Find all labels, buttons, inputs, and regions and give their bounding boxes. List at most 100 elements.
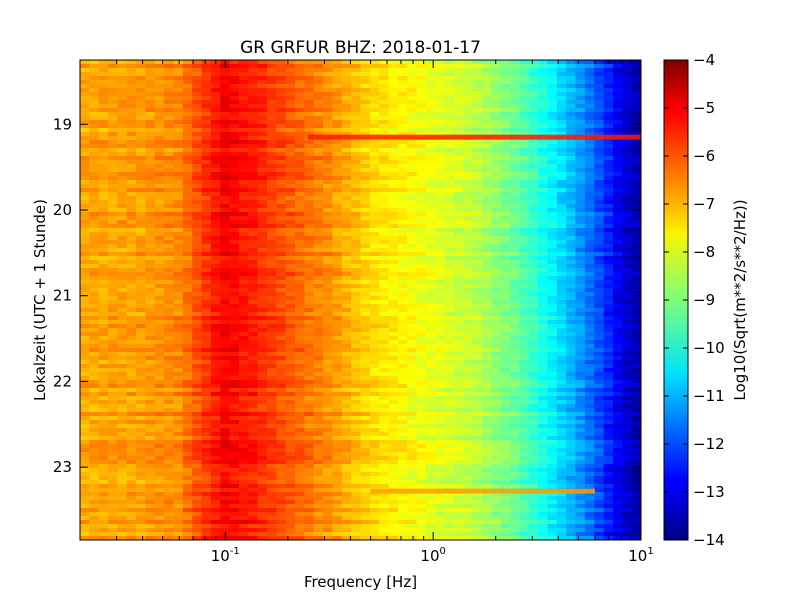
- heatmap-cell: [397, 424, 408, 429]
- heatmap-cell: [407, 516, 418, 521]
- heatmap-cell: [98, 488, 109, 493]
- heatmap-cell: [89, 280, 100, 285]
- heatmap-cell: [89, 472, 100, 477]
- heatmap-cell: [304, 368, 315, 373]
- heatmap-cell: [154, 184, 165, 189]
- heatmap-cell: [285, 220, 296, 225]
- heatmap-cell: [257, 500, 268, 505]
- heatmap-cell: [435, 80, 446, 85]
- heatmap-cell: [154, 440, 165, 445]
- heatmap-cell: [89, 340, 100, 345]
- heatmap-cell: [285, 160, 296, 165]
- heatmap-cell: [369, 176, 380, 181]
- heatmap-cell: [126, 324, 137, 329]
- heatmap-cell: [276, 168, 287, 173]
- heatmap-cell: [182, 320, 193, 325]
- heatmap-cell: [454, 132, 464, 137]
- heatmap-cell: [285, 116, 296, 121]
- heatmap-cell: [220, 88, 231, 93]
- heatmap-cell: [444, 360, 455, 365]
- heatmap-cell: [407, 524, 418, 529]
- heatmap-cell: [435, 252, 446, 257]
- heatmap-cell: [341, 212, 352, 217]
- heatmap-cell: [379, 204, 390, 209]
- heatmap-cell: [379, 472, 390, 477]
- heatmap-cell: [89, 264, 100, 269]
- heatmap-cell: [351, 208, 362, 213]
- heatmap-cell: [388, 64, 399, 69]
- heatmap-cell: [435, 148, 446, 153]
- heatmap-cell: [145, 304, 156, 309]
- heatmap-cell: [313, 104, 324, 109]
- heatmap-cell: [341, 172, 352, 177]
- heatmap-cell: [332, 64, 343, 69]
- heatmap-cell: [145, 256, 156, 261]
- heatmap-cell: [220, 152, 231, 157]
- heatmap-cell: [407, 160, 418, 165]
- heatmap-cell: [117, 484, 128, 489]
- heatmap-cell: [285, 104, 296, 109]
- heatmap-cell: [416, 420, 427, 425]
- heatmap-cell: [154, 100, 165, 105]
- heatmap-cell: [341, 452, 352, 457]
- heatmap-cell: [463, 288, 474, 293]
- heatmap-cell: [425, 348, 436, 353]
- heatmap-cell: [257, 124, 268, 129]
- heatmap-cell: [397, 464, 408, 469]
- heatmap-cell: [164, 120, 175, 125]
- heatmap-cell: [425, 204, 436, 209]
- heatmap-cell: [341, 156, 352, 161]
- heatmap-cell: [238, 260, 249, 265]
- heatmap-cell: [351, 464, 362, 469]
- heatmap-cell: [145, 168, 156, 173]
- heatmap-cell: [444, 344, 455, 349]
- heatmap-cell: [407, 240, 418, 245]
- heatmap-cell: [285, 192, 296, 197]
- heatmap-cell: [388, 420, 399, 425]
- heatmap-cell: [145, 328, 156, 333]
- heatmap-cell: [332, 132, 343, 137]
- heatmap-cell: [257, 68, 268, 73]
- heatmap-cell: [341, 284, 352, 289]
- heatmap-cell: [369, 84, 380, 89]
- heatmap-cell: [89, 96, 100, 101]
- heatmap-cell: [397, 404, 408, 409]
- heatmap-cell: [126, 60, 137, 65]
- heatmap-cell: [192, 500, 203, 505]
- heatmap-cell: [257, 508, 268, 513]
- heatmap-cell: [136, 520, 147, 525]
- heatmap-cell: [238, 456, 249, 461]
- heatmap-cell: [313, 160, 324, 165]
- heatmap-cell: [126, 80, 137, 85]
- heatmap-cell: [285, 488, 296, 493]
- heatmap-cell: [416, 72, 427, 77]
- heatmap-cell: [89, 524, 100, 529]
- heatmap-cell: [323, 532, 334, 537]
- heatmap-cell: [351, 476, 362, 481]
- heatmap-cell: [108, 88, 118, 93]
- heatmap-cell: [126, 500, 137, 505]
- heatmap-cell: [248, 488, 259, 493]
- heatmap-cell: [248, 348, 259, 353]
- heatmap-cell: [295, 484, 305, 489]
- heatmap-cell: [397, 328, 408, 333]
- heatmap-cell: [388, 148, 399, 153]
- heatmap-cell: [341, 332, 352, 337]
- heatmap-cell: [463, 224, 474, 229]
- heatmap-cell: [360, 496, 371, 501]
- heatmap-cell: [220, 520, 231, 525]
- heatmap-cell: [80, 252, 90, 257]
- heatmap-cell: [313, 536, 324, 540]
- heatmap-cell: [201, 416, 212, 421]
- heatmap-cell: [257, 308, 268, 313]
- heatmap-cell: [192, 528, 203, 533]
- heatmap-cell: [454, 120, 464, 125]
- heatmap-cell: [173, 492, 184, 497]
- heatmap-cell: [248, 264, 259, 269]
- heatmap-cell: [201, 180, 212, 185]
- heatmap-cell: [444, 364, 455, 369]
- heatmap-cell: [425, 300, 436, 305]
- heatmap-cell: [117, 196, 128, 201]
- heatmap-cell: [108, 332, 118, 337]
- heatmap-cell: [313, 516, 324, 521]
